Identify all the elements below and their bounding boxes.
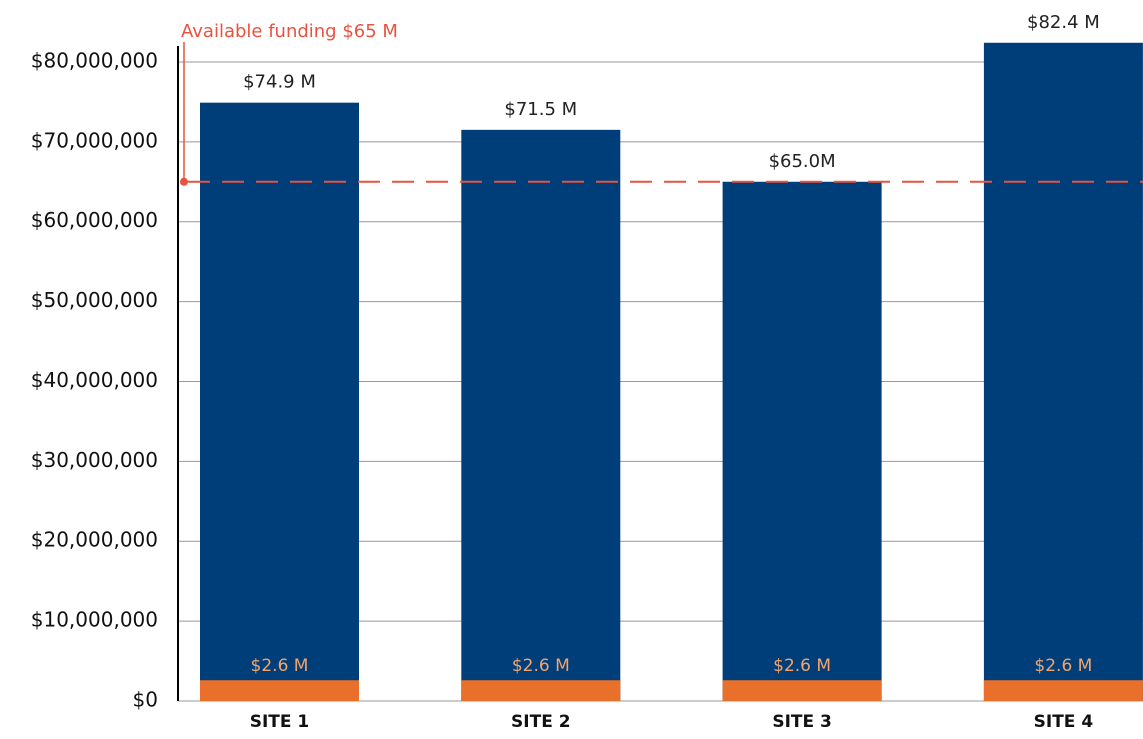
value-label: $71.5 M	[504, 99, 577, 120]
bar	[722, 181, 882, 701]
y-tick-label: $0	[133, 688, 158, 712]
bar	[461, 129, 621, 701]
annotation-text: Available funding $65 M	[181, 21, 398, 42]
y-tick-label: $20,000,000	[31, 528, 158, 552]
x-tick-label: SITE 1	[250, 712, 310, 732]
value-label: $2.6 M	[251, 656, 309, 676]
value-label: $74.9 M	[243, 72, 316, 93]
x-tick-label: SITE 4	[1034, 712, 1094, 732]
y-tick-label: $50,000,000	[31, 288, 158, 312]
y-tick-label: $40,000,000	[31, 368, 158, 392]
value-label: $2.6 M	[1034, 656, 1092, 676]
y-tick-label: $80,000,000	[31, 48, 158, 72]
value-label: $82.4 M	[1027, 12, 1100, 33]
y-tick-label: $70,000,000	[31, 128, 158, 152]
x-tick-label: SITE 2	[511, 712, 571, 732]
bar	[200, 102, 359, 702]
bar	[200, 680, 359, 701]
value-label: $2.6 M	[773, 656, 831, 676]
value-label: $65.0M	[769, 151, 836, 172]
annotation-dot	[180, 177, 188, 186]
y-tick-label: $60,000,000	[31, 208, 158, 232]
bar	[722, 680, 882, 701]
bar	[461, 680, 621, 701]
value-label: $2.6 M	[512, 656, 570, 676]
bar	[983, 680, 1143, 701]
bar	[983, 42, 1143, 702]
y-tick-label: $30,000,000	[31, 448, 158, 472]
x-tick-label: SITE 3	[772, 712, 832, 732]
y-tick-label: $10,000,000	[31, 608, 158, 632]
